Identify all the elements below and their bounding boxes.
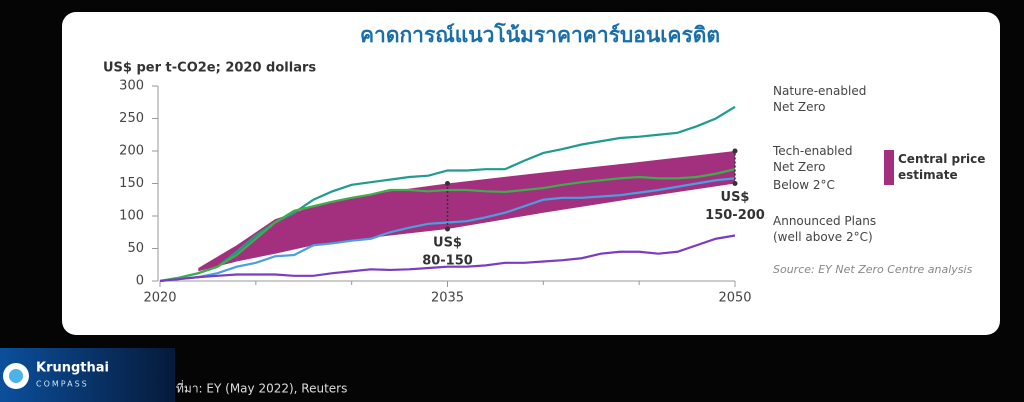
range-dot — [732, 148, 738, 154]
legend-label: Nature-enabled Net Zero — [773, 84, 867, 114]
brand-sub: COMPASS — [36, 380, 89, 389]
chart-title: คาดการณ์แนวโน้มราคาคาร์บอนเครดิต — [360, 22, 720, 47]
series-line — [159, 168, 736, 283]
annotation: 150-200 — [705, 208, 765, 223]
y-tick-label: 250 — [119, 111, 144, 126]
series-line — [159, 177, 736, 283]
annotation: US$ — [721, 190, 750, 205]
range-dot — [445, 226, 450, 232]
source-note: Source: EY Net Zero Centre analysis — [773, 263, 973, 276]
annotation: 80-150 — [422, 254, 473, 269]
y-tick-label: 50 — [127, 241, 144, 256]
y-axis-label: US$ per t-CO2e; 2020 dollars — [103, 61, 316, 76]
range-dot — [732, 181, 738, 186]
y-tick-label: 300 — [119, 79, 144, 94]
series-line — [159, 234, 736, 283]
annotation: US$ — [433, 236, 462, 251]
x-tick-label: 2020 — [143, 291, 176, 306]
x-tick-label: 2035 — [431, 291, 464, 306]
y-tick-label: 200 — [119, 144, 144, 159]
legend-swatch — [884, 150, 894, 185]
y-tick-label: 0 — [136, 274, 144, 289]
legend-label: Below 2°C — [773, 178, 835, 192]
source-footer: ที่มา: EY (May 2022), Reuters — [176, 380, 347, 396]
brand: Krungthai — [36, 361, 109, 376]
legend-label: Announced Plans (well above 2°C) — [773, 214, 877, 244]
logo-inner — [9, 369, 23, 383]
legend-label: Central price estimate — [898, 152, 986, 182]
series-line — [159, 105, 736, 283]
y-tick-label: 100 — [119, 209, 144, 224]
legend-label: Tech-enabled Net Zero — [773, 144, 853, 174]
x-tick-label: 2050 — [718, 291, 751, 306]
range-dot — [445, 181, 450, 186]
y-tick-label: 150 — [119, 176, 144, 191]
brand-strip — [0, 348, 175, 402]
